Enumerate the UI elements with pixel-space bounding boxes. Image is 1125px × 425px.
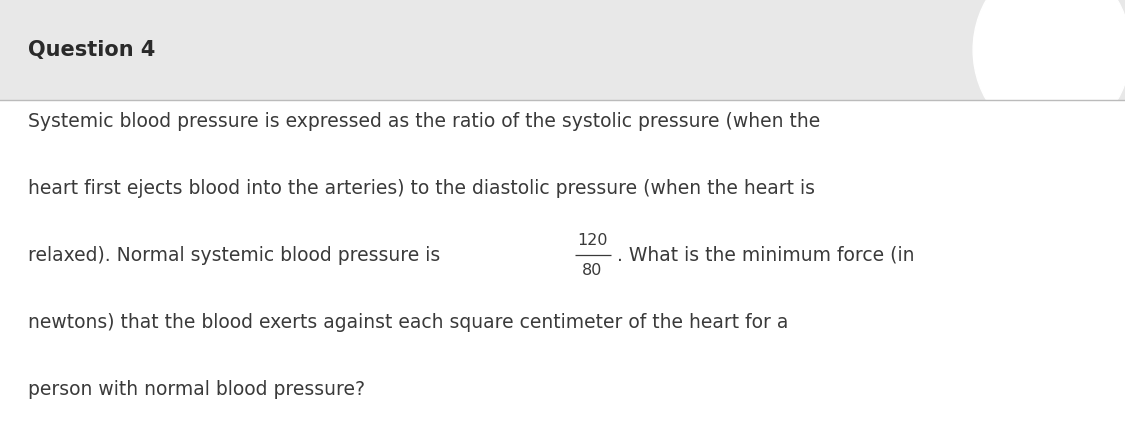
Text: person with normal blood pressure?: person with normal blood pressure? [28, 380, 366, 399]
Text: 120: 120 [577, 232, 608, 248]
Text: . What is the minimum force (in: . What is the minimum force (in [618, 246, 915, 265]
Text: Question 4: Question 4 [28, 40, 155, 60]
Ellipse shape [973, 0, 1125, 140]
Text: relaxed). Normal systemic blood pressure is: relaxed). Normal systemic blood pressure… [28, 246, 447, 265]
Text: newtons) that the blood exerts against each square centimeter of the heart for a: newtons) that the blood exerts against e… [28, 313, 789, 332]
Text: 80: 80 [583, 263, 603, 278]
Text: Systemic blood pressure is expressed as the ratio of the systolic pressure (when: Systemic blood pressure is expressed as … [28, 112, 820, 130]
Text: heart first ejects blood into the arteries) to the diastolic pressure (when the : heart first ejects blood into the arteri… [28, 179, 816, 198]
FancyBboxPatch shape [0, 0, 1125, 100]
